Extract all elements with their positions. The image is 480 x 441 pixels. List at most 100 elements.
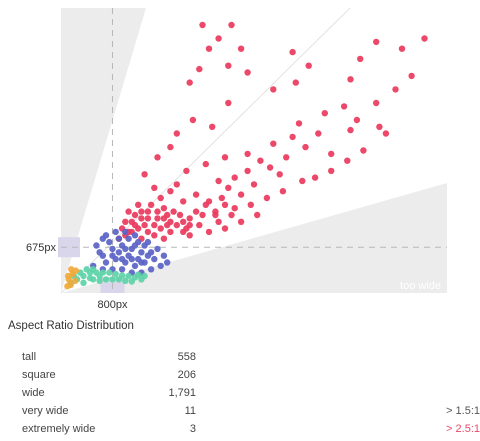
too-wide-zone [61, 183, 447, 293]
data-point [237, 191, 245, 198]
data-point [186, 215, 193, 222]
data-point [225, 184, 232, 191]
data-point [270, 86, 277, 93]
data-point [173, 130, 180, 137]
distribution-count: 11 [184, 405, 196, 417]
data-point [109, 276, 116, 283]
data-point [138, 249, 145, 256]
data-point [186, 79, 193, 86]
distribution-label: tall [22, 351, 37, 363]
data-point [199, 211, 206, 219]
data-point [135, 201, 142, 208]
data-point [144, 215, 152, 222]
data-point [131, 242, 139, 249]
data-point [180, 228, 187, 236]
too-wide-label: too wide [400, 280, 441, 292]
data-point [347, 126, 354, 134]
data-point [215, 218, 222, 225]
data-point [228, 21, 235, 29]
data-point [360, 147, 367, 154]
data-point [199, 21, 206, 29]
data-point [173, 181, 180, 188]
data-point [141, 171, 148, 178]
data-point [83, 266, 90, 273]
data-point [128, 255, 135, 263]
distribution-count: 558 [177, 351, 196, 363]
data-point [192, 191, 200, 198]
data-point [373, 99, 380, 107]
data-point [189, 116, 197, 124]
data-point [118, 266, 126, 273]
data-point [157, 225, 164, 232]
data-point [221, 225, 229, 232]
data-point [254, 211, 261, 219]
data-point [154, 215, 161, 222]
data-point [141, 221, 148, 229]
data-point [247, 201, 254, 208]
reference-y-label: 675px [26, 242, 56, 254]
data-point [164, 259, 171, 266]
data-point [106, 269, 113, 276]
data-point [302, 143, 309, 151]
distribution-row-wide: wide 1,791 [22, 387, 480, 405]
data-point [141, 242, 148, 249]
data-point [299, 177, 306, 185]
data-point [266, 164, 274, 171]
data-point [112, 228, 119, 236]
data-point [225, 62, 232, 69]
data-point [196, 221, 203, 229]
data-point [212, 211, 219, 219]
data-point [283, 154, 290, 161]
data-point [231, 174, 238, 181]
data-point [138, 208, 145, 215]
data-point [167, 228, 174, 236]
data-point [244, 167, 251, 175]
data-point [305, 62, 312, 69]
data-point [99, 235, 107, 242]
data-point [112, 270, 119, 278]
data-point [167, 188, 174, 195]
distribution-label: square [22, 369, 56, 381]
data-point [86, 274, 94, 282]
data-point [221, 154, 229, 161]
data-point [347, 76, 354, 83]
data-point [192, 208, 200, 215]
data-point [115, 249, 123, 256]
distribution-note: > 2.5:1 [446, 423, 480, 435]
data-point [205, 228, 213, 236]
data-point [167, 143, 174, 151]
distribution-count: 1,791 [168, 387, 196, 399]
data-point [125, 272, 132, 280]
data-point [209, 123, 216, 130]
data-point [125, 208, 132, 215]
data-point [151, 221, 158, 229]
distribution-row-square: square 206 [22, 369, 480, 387]
data-point [218, 194, 225, 202]
data-point [250, 181, 258, 188]
reference-x-label: 800px [97, 299, 127, 311]
distribution-label: extremely wide [22, 423, 96, 435]
distribution-row-very-wide: very wide 11 > 1.5:1 [22, 405, 480, 423]
data-point [64, 283, 71, 290]
data-point [173, 221, 180, 229]
data-point [160, 252, 168, 259]
data-point [154, 154, 161, 161]
data-point [215, 35, 222, 42]
data-point [398, 45, 406, 52]
data-point [128, 278, 135, 285]
data-point [157, 262, 164, 270]
distribution-title: Aspect Ratio Distribution [8, 320, 134, 332]
data-point [147, 201, 155, 208]
data-point [421, 35, 428, 42]
data-point [131, 232, 139, 239]
data-point [340, 103, 348, 110]
data-point [202, 160, 209, 168]
distribution-label: wide [22, 387, 45, 399]
data-point [122, 245, 129, 253]
data-point [376, 123, 383, 130]
data-point [90, 266, 97, 273]
data-point [180, 198, 187, 205]
tall-zone [61, 8, 146, 293]
data-point [373, 38, 380, 46]
data-point [215, 177, 222, 185]
